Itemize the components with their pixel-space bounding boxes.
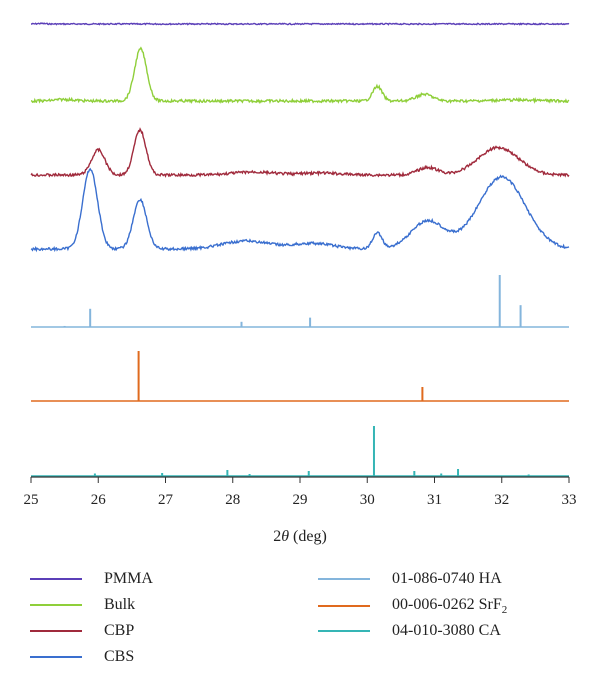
x-tick-label: 31 [427,492,442,508]
series-04-010-3080-ca [31,426,569,477]
legend-swatch [318,630,370,632]
series-01-086-0740-ha [31,275,569,328]
legend-item: 04-010-3080 CA [318,622,501,640]
x-axis: 25 26 27 28 29 30 31 32 33 [24,476,577,508]
x-tick-label: 29 [293,492,308,508]
series-cbp [30,127,570,178]
legend-item: 01-086-0740 HA [318,570,502,588]
legend-item: CBS [30,648,134,666]
legend: PMMA Bulk CBP CBS 01-086-0740 HA 00-006-0262 … [0,560,600,690]
legend-item: PMMA [30,570,153,588]
legend-swatch [30,656,82,658]
legend-item: Bulk [30,596,135,614]
legend-item: CBP [30,622,134,640]
x-axis-title: 2θ (deg) [273,528,327,545]
series-line [31,22,570,26]
legend-label: Bulk [104,596,136,613]
legend-label: CBP [104,622,135,639]
legend-item: 00-006-0262 SrF2 [318,596,507,616]
legend-swatch [30,578,82,580]
x-tick-label: 33 [562,492,577,508]
legend-label: 00-006-0262 SrF2 [392,596,508,617]
series-00-006-0262-srf [31,351,569,402]
legend-swatch [30,604,82,606]
series-cbs [30,167,570,253]
plot-area [30,22,570,477]
legend-label: CBS [104,648,135,665]
legend-label: PMMA [104,570,153,587]
series-pmma [31,22,570,26]
series-line [30,46,570,105]
x-tick-label: 27 [158,492,174,508]
x-tick-label: 26 [91,492,107,508]
x-tick-label: 32 [494,492,509,508]
legend-swatch [30,630,82,632]
legend-label: 01-086-0740 HA [392,570,502,587]
legend-swatch [318,578,370,580]
legend-label: 04-010-3080 CA [392,622,501,639]
x-tick-label: 25 [24,492,39,508]
legend-swatch [318,605,370,608]
series-line [30,167,570,253]
x-tick-label: 30 [360,492,375,508]
series-bulk [30,46,570,105]
x-tick-label: 28 [225,492,240,508]
xrd-chart: 25 26 27 28 29 30 31 32 33 2θ (deg) [24,22,577,545]
series-line [30,127,570,178]
